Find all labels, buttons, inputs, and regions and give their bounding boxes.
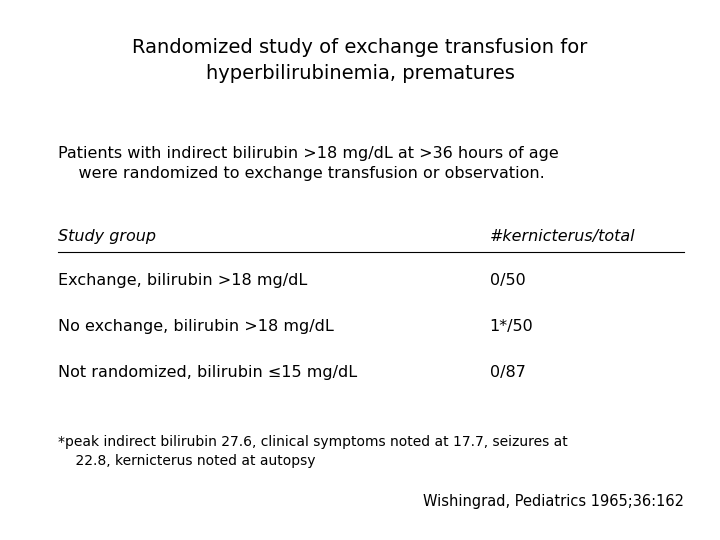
Text: No exchange, bilirubin >18 mg/dL: No exchange, bilirubin >18 mg/dL [58, 319, 333, 334]
Text: Study group: Study group [58, 230, 156, 245]
Text: 1*/50: 1*/50 [490, 319, 534, 334]
Text: Not randomized, bilirubin ≤15 mg/dL: Not randomized, bilirubin ≤15 mg/dL [58, 364, 356, 380]
Text: 0/87: 0/87 [490, 364, 526, 380]
Text: #kernicterus/total: #kernicterus/total [490, 230, 635, 245]
Text: Patients with indirect bilirubin >18 mg/dL at >36 hours of age
    were randomiz: Patients with indirect bilirubin >18 mg/… [58, 146, 558, 181]
Text: Wishingrad, Pediatrics 1965;36:162: Wishingrad, Pediatrics 1965;36:162 [423, 494, 684, 509]
Text: *peak indirect bilirubin 27.6, clinical symptoms noted at 17.7, seizures at
    : *peak indirect bilirubin 27.6, clinical … [58, 435, 567, 468]
Text: Randomized study of exchange transfusion for
hyperbilirubinemia, prematures: Randomized study of exchange transfusion… [132, 38, 588, 83]
Text: Exchange, bilirubin >18 mg/dL: Exchange, bilirubin >18 mg/dL [58, 273, 307, 288]
Text: 0/50: 0/50 [490, 273, 526, 288]
